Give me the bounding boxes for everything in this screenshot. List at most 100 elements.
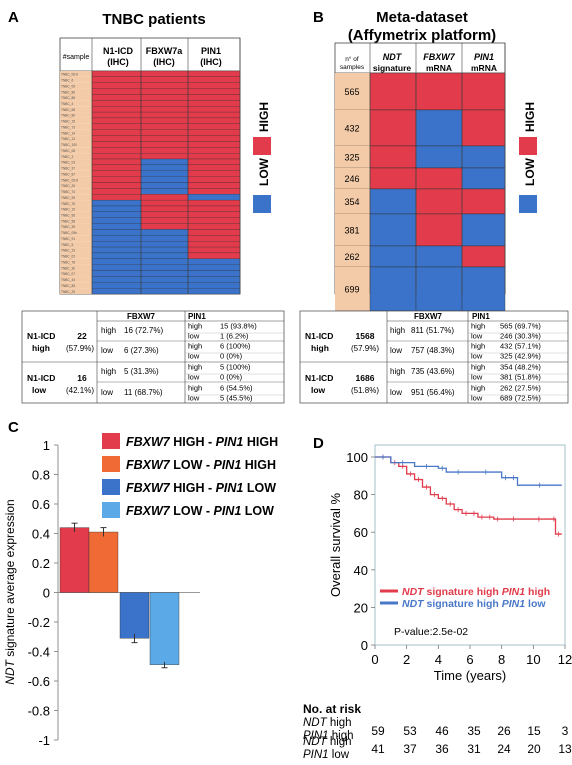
heatmap-a-cell [187,211,241,218]
table-a-fbxw7-level: high [101,367,116,376]
heatmap-b-sample-cell [335,110,370,146]
heatmap-a-sample-label: TNBC_74 [61,190,75,194]
heatmap-a-cell [187,282,241,289]
heatmap-a-sample-label: TNBC_09 [61,84,75,88]
heatmap-b-sample-cell [335,267,370,311]
heatmap-a-sample-label: TNBC_44 [61,278,75,282]
heatmap-a-sample-label: TNBC_14 [61,131,75,135]
heatmap-a-cell [187,241,241,248]
risk-count: 13 [558,742,572,756]
risk-row-label-line1: NDT high [303,736,352,748]
risk-count: 37 [403,742,417,756]
table-b-g1-pct: (57.9%) [351,344,379,353]
bar-3 [119,592,150,639]
km-y-tick-label: 20 [354,600,368,615]
panel-a-legend: HIGH LOW [253,102,271,213]
heatmap-a-sample-label: TNBC_91 [61,237,75,241]
risk-count: 36 [435,742,449,756]
heatmap-a-cell [91,153,142,160]
panel-d-survival-chart: Overall survival % Time (years) P-value:… [328,444,572,683]
heatmap-a-sample-cell [60,223,92,230]
heatmap-b-cell [461,109,506,147]
heatmap-a-cell [187,194,241,201]
km-x-tick-label: 10 [526,652,540,667]
heatmap-b-col2-top: FBXW7 [423,52,455,62]
bar-y-axis-label: NDT signature average expression [3,499,17,684]
heatmap-a-cell [187,235,241,242]
heatmap-a-col1-bot: (IHC) [107,57,129,67]
heatmap-a-cell [91,229,142,236]
legend-c-label-1: FBXW7 HIGH - PIN1 HIGH [126,435,278,449]
heatmap-a-cell [91,94,142,101]
heatmap-b-cells: 565 432 325 246 354 381 262 699 [335,43,506,312]
table-b-fbxw7-value: 811 (51.7%) [411,326,454,335]
heatmap-a-sample-cell [60,141,92,148]
heatmap-a-cell [91,106,142,113]
heatmap-a-cell [187,288,241,295]
km-x-tick-label: 8 [498,652,505,667]
heatmap-a-cell [140,282,189,289]
table-a-pin1-value: 0 (0%) [220,352,243,361]
heatmap-b-col3-top: PIN1 [474,52,494,62]
table-b-g2-sub: low [311,385,326,395]
risk-count: 46 [435,724,449,738]
heatmap-a-cell [140,135,189,142]
table-a-fbxw7-value: 16 (72.7%) [124,326,163,335]
heatmap-a-sample-cell [60,205,92,212]
heatmap-a-cell [187,252,241,259]
heatmap-b-cell [461,245,506,268]
bar-y-tick-label: 0.4 [32,527,50,542]
heatmap-a-sample-cell [60,94,92,101]
heatmap-a-sample-label: TNBC_5 [61,243,73,247]
heatmap-a-cell [91,111,142,119]
heatmap-a-cell [91,117,142,124]
heatmap-a-sample-label: TNBC_73 [61,125,75,129]
heatmap-a-cell [91,211,142,218]
table-a-g2-pct: (42.1%) [66,386,94,395]
heatmap-a-cell [187,205,241,212]
heatmap-a-cell [91,235,142,242]
risk-table-title: No. at risk [303,702,361,716]
table-a-pin1-level: high [188,342,202,351]
heatmap-a-cell [91,76,142,83]
table-a-g1-n: 22 [77,331,87,341]
table-a-pin1-value: 0 (0%) [220,373,243,382]
table-a-pin1-level: low [188,332,200,341]
heatmap-a-sample-label: TNBC_58 [61,219,75,223]
table-a-pin1-level: high [188,322,202,331]
heatmap-b-cell [415,188,463,215]
km-y-tick-label: 60 [354,525,368,540]
heatmap-a-sample-label: TNBC_87 [61,172,75,176]
heatmap-b-cell [369,72,417,111]
heatmap-a-sample-cell [60,112,92,118]
heatmap-b-sample-count: 262 [344,252,359,262]
table-a-frame [21,310,285,404]
heatmap-a-col2-bot: (IHC) [153,57,175,67]
legend-a-low-swatch [253,195,271,213]
heatmap-a-cell [91,246,142,254]
heatmap-b-cell [369,145,417,169]
bar-y-tick-label: 0 [43,586,50,601]
heatmap-a-sample-cell [60,159,92,165]
risk-count: 26 [497,724,511,738]
heatmap-a-cell [140,129,189,136]
heatmap-a-sample-cell [60,153,92,160]
heatmap-a-sample-label: TNBC_37 [61,167,75,171]
heatmap-a-sample-label: TNBC_6 [61,79,73,83]
heatmap-a-cell [140,288,189,295]
bar-y-tick-label: 1 [43,438,50,453]
legend-b-high-label: HIGH [523,102,537,132]
heatmap-a-cell [140,70,189,77]
table-a-pin1-level: high [188,384,202,393]
heatmap-b-cell [461,145,506,169]
legend-b-low-swatch [519,195,537,213]
heatmap-a-cell [140,235,189,242]
panel-b-table: FBXW7 PIN1 N1-ICD high 1568 (57.9%) N1-I… [299,310,569,404]
heatmap-a-cell [187,70,241,77]
table-b-fbxw7-level: low [390,388,402,397]
heatmap-a-sample-label: TNBC_68 [61,108,75,112]
risk-count: 15 [527,724,541,738]
heatmap-b-cell [369,109,417,147]
heatmap-b-cell [369,167,417,190]
heatmap-a-sample-cell [60,117,92,124]
